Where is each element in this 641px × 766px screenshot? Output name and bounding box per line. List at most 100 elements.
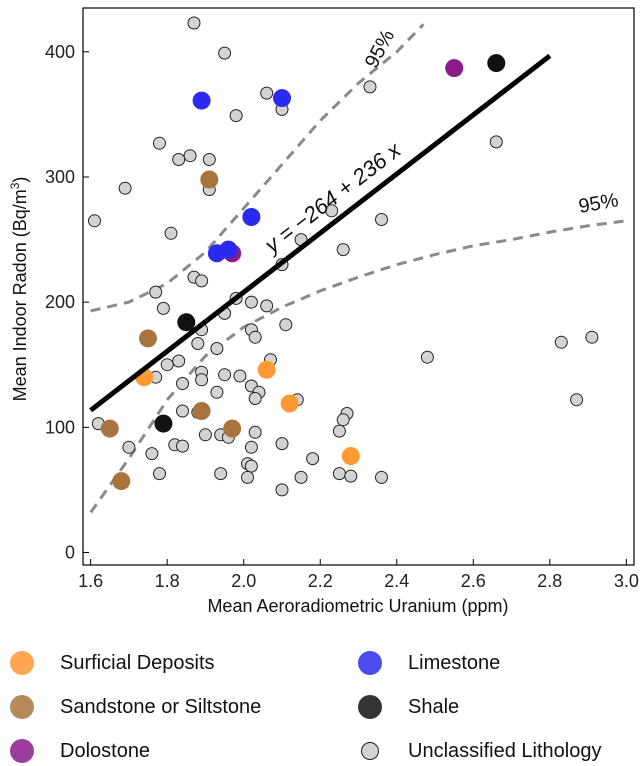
legend-item-surficial-deposits: Surficial Deposits (10, 648, 215, 678)
point-surficial-deposits (341, 447, 360, 466)
x-tick-label: 2.0 (231, 571, 256, 591)
y-tick-label: 0 (65, 542, 75, 562)
point-unclassified-lithology (176, 404, 189, 418)
legend-label: Unclassified Lithology (408, 739, 602, 762)
point-unclassified-lithology (248, 425, 262, 439)
point-sandstone-or-siltstone (112, 472, 131, 491)
point-limestone (192, 91, 211, 110)
point-unclassified-lithology (233, 369, 247, 383)
legend-label: Shale (408, 695, 460, 718)
point-unclassified-lithology (332, 424, 346, 438)
point-unclassified-lithology (156, 301, 170, 315)
point-unclassified-lithology (260, 299, 274, 313)
legend: Surficial Deposits Sandstone or Siltstone… (0, 640, 641, 763)
point-unclassified-lithology (585, 330, 599, 344)
point-unclassified-lithology (244, 440, 258, 454)
point-limestone (273, 89, 291, 108)
point-unclassified-lithology (336, 243, 350, 257)
point-unclassified-lithology (260, 86, 274, 100)
upper-band-label: 95% (361, 26, 399, 72)
y-axis-title-superscript: 3 (8, 182, 22, 189)
x-tick-label: 2.2 (308, 571, 333, 591)
point-unclassified-lithology (279, 318, 293, 332)
y-tick-label: 300 (45, 167, 75, 187)
point-unclassified-lithology (172, 153, 186, 166)
scatter-chart: 1.6 1.8 2.0 2.2 2.4 2.6 2.8 3.0 0 100 200 300 400 M… (8, 7, 639, 616)
point-unclassified-lithology (275, 483, 289, 497)
x-tick-label: 1.8 (155, 571, 180, 591)
point-shale (177, 313, 196, 332)
legend-item-shale: Shale (358, 692, 459, 722)
point-unclassified-lithology (210, 385, 224, 399)
regression-equation: y = −264 + 236 x (258, 137, 406, 259)
point-shale (487, 54, 506, 73)
point-sandstone-or-siltstone (223, 419, 242, 438)
legend-label: Dolostone (60, 739, 151, 762)
point-sandstone-or-siltstone (192, 402, 211, 420)
legend-item-unclassified-lithology: Unclassified Lithology (358, 736, 601, 766)
point-unclassified-lithology (118, 181, 132, 195)
point-limestone (242, 208, 261, 226)
point-unclassified-lithology (375, 470, 388, 484)
y-axis-title-main: Mean Indoor Radon (Bq/m (10, 189, 30, 401)
point-shale (154, 414, 173, 433)
point-unclassified-lithology (420, 350, 434, 364)
point-unclassified-lithology (88, 214, 101, 228)
plot-frame (82, 7, 635, 566)
point-unclassified-lithology (336, 413, 350, 427)
legend-label: Surficial Deposits (60, 651, 215, 674)
legend-swatch-unclassified-lithology (361, 742, 379, 760)
point-unclassified-lithology (570, 393, 584, 407)
point-unclassified-lithology (241, 470, 254, 484)
legend-swatch-dolostone (10, 739, 34, 763)
point-unclassified-lithology (244, 295, 258, 309)
point-unclassified-lithology (229, 109, 243, 123)
lower-band-label: 95% (577, 189, 620, 218)
point-unclassified-lithology (164, 226, 178, 240)
point-unclassified-lithology (344, 469, 358, 483)
point-dolostone (445, 59, 464, 78)
point-unclassified-lithology (176, 377, 189, 390)
y-axis-title-end: ) (10, 177, 30, 183)
confidence-bands (89, 23, 627, 514)
y-axis-ticks: 0 100 200 300 400 (45, 42, 89, 562)
point-unclassified-lithology (275, 437, 289, 451)
point-sandstone-or-siltstone (200, 170, 219, 189)
legend-label: Sandstone or Siltstone (60, 695, 262, 718)
x-axis-ticks: 1.6 1.8 2.0 2.2 2.4 2.6 2.8 3.0 (78, 559, 639, 591)
point-limestone (219, 240, 238, 259)
point-unclassified-lithology (187, 16, 201, 30)
point-sandstone-or-siltstone (100, 419, 119, 438)
regression-group (89, 53, 552, 413)
point-unclassified-lithology (153, 467, 166, 481)
point-unclassified-lithology (149, 285, 163, 299)
y-tick-label: 100 (45, 417, 75, 437)
point-unclassified-lithology (195, 373, 209, 387)
point-unclassified-lithology (202, 153, 216, 166)
point-unclassified-lithology (363, 80, 377, 94)
point-unclassified-lithology (248, 330, 262, 344)
point-unclassified-lithology (218, 46, 232, 60)
point-unclassified-lithology (160, 358, 174, 372)
point-unclassified-lithology (191, 337, 205, 350)
point-sandstone-or-siltstone (139, 329, 157, 348)
x-tick-label: 1.6 (78, 571, 103, 591)
point-unclassified-lithology (210, 342, 224, 355)
point-unclassified-lithology (122, 440, 136, 454)
x-tick-label: 3.0 (614, 571, 639, 591)
point-unclassified-lithology (183, 149, 197, 163)
data-points (88, 16, 599, 497)
point-unclassified-lithology (248, 392, 262, 405)
point-unclassified-lithology (489, 135, 503, 149)
point-unclassified-lithology (294, 470, 308, 484)
point-unclassified-lithology (195, 274, 209, 288)
legend-swatch-limestone (358, 651, 382, 675)
point-unclassified-lithology (375, 213, 388, 226)
point-unclassified-lithology (214, 467, 228, 481)
point-unclassified-lithology (198, 428, 212, 442)
point-unclassified-lithology (172, 354, 186, 368)
upper-confidence-band (90, 23, 425, 313)
point-unclassified-lithology (244, 459, 258, 473)
legend-swatch-shale (358, 695, 382, 719)
y-axis-title: Mean Indoor Radon (Bq/m3) (8, 177, 30, 402)
